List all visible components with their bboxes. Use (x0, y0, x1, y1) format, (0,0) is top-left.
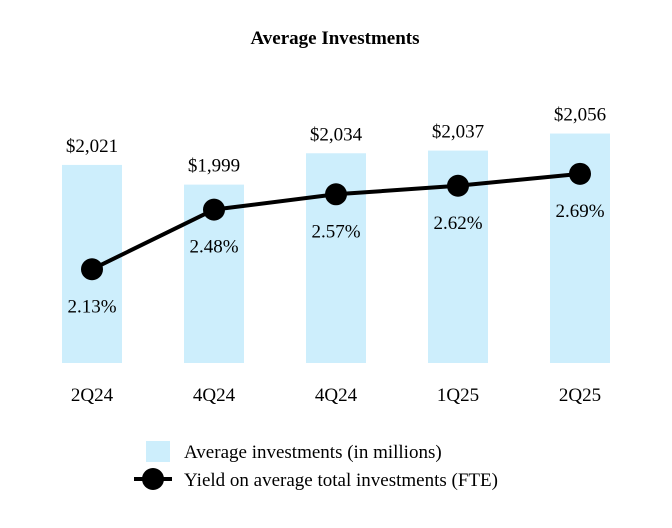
legend-bar-label: Average investments (in millions) (184, 442, 442, 463)
bar-value-label: $1,999 (188, 156, 240, 177)
x-tick-label: 4Q24 (193, 385, 236, 406)
yield-value-label: 2.62% (433, 213, 482, 234)
yield-value-label: 2.57% (311, 221, 360, 242)
x-tick-label: 4Q24 (315, 385, 358, 406)
yield-point (447, 174, 469, 197)
legend: Average investments (in millions) Yield … (134, 441, 498, 491)
bar-value-label: $2,056 (554, 105, 606, 126)
bar-value-label: $2,034 (310, 124, 363, 145)
x-tick-label: 2Q25 (559, 385, 601, 406)
chart-title: Average Investments (250, 28, 419, 49)
yield-point (325, 183, 347, 206)
legend-line-marker (142, 468, 164, 490)
legend-line-label: Yield on average total investments (FTE) (184, 470, 498, 491)
x-tick-label: 1Q25 (437, 385, 479, 406)
yield-value-label: 2.13% (67, 296, 116, 317)
yield-point (569, 162, 591, 185)
bar-value-label: $2,037 (432, 122, 484, 143)
legend-bar-swatch (146, 441, 170, 462)
yield-point (81, 258, 103, 281)
bar-value-label: $2,021 (66, 136, 118, 157)
yield-value-label: 2.48% (189, 237, 238, 258)
x-tick-label: 2Q24 (71, 385, 114, 406)
yield-point (203, 198, 225, 221)
yield-value-label: 2.69% (555, 201, 604, 222)
